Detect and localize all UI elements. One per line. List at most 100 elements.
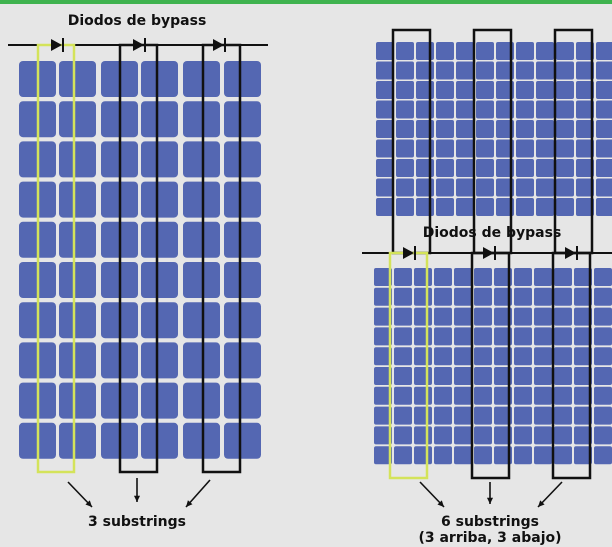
cell (556, 120, 574, 138)
cell (476, 178, 494, 197)
cell (494, 327, 512, 346)
cell (514, 268, 532, 286)
diode (133, 39, 144, 51)
cell (183, 61, 220, 97)
cell (141, 422, 178, 459)
cell (496, 81, 514, 99)
cell (474, 307, 492, 326)
cell (554, 347, 572, 366)
cell (496, 61, 514, 80)
cell (59, 181, 96, 218)
cell (536, 198, 554, 216)
arrow-head (486, 497, 494, 504)
cell (596, 81, 612, 99)
cell (536, 42, 554, 60)
panel-cells (19, 42, 612, 465)
caption-detail: (3 arriba, 3 abajo) (418, 530, 561, 546)
cell (224, 262, 261, 298)
cell (183, 422, 220, 459)
cell (59, 382, 96, 419)
cell (474, 268, 492, 286)
cell (141, 221, 178, 258)
bypass-label: Diodos de bypass (423, 225, 562, 241)
cell (594, 446, 612, 465)
cell (183, 141, 220, 178)
cell (414, 347, 432, 366)
label-bg (90, 12, 215, 32)
cell (494, 268, 512, 286)
cell (514, 347, 532, 366)
cell (574, 268, 592, 286)
cell (394, 367, 412, 385)
diode (403, 247, 414, 259)
cell (416, 61, 434, 80)
cell (554, 406, 572, 425)
cell (476, 61, 494, 80)
cell (394, 307, 412, 326)
cell (416, 178, 434, 197)
cell (576, 120, 594, 138)
cell (59, 101, 96, 138)
cell (396, 61, 414, 80)
cell (516, 159, 534, 177)
cell (436, 61, 454, 80)
cell (434, 406, 452, 425)
cell (141, 141, 178, 178)
cell (576, 178, 594, 197)
cell (556, 100, 574, 119)
cell (534, 426, 552, 445)
cell (434, 347, 452, 366)
cell (516, 139, 534, 158)
cell (596, 61, 612, 80)
cell (436, 100, 454, 119)
cell (594, 268, 612, 286)
cell (536, 139, 554, 158)
cell (434, 307, 452, 326)
cell (454, 268, 472, 286)
cell (576, 159, 594, 177)
cell (183, 382, 220, 419)
cell (59, 61, 96, 97)
cell (596, 178, 612, 197)
cell (574, 367, 592, 385)
cell (456, 139, 474, 158)
cell (556, 42, 574, 60)
cell (514, 426, 532, 445)
cell (554, 287, 572, 306)
cell (434, 367, 452, 385)
cell (576, 61, 594, 80)
cell (554, 268, 572, 286)
cell (376, 42, 394, 60)
cell (416, 42, 434, 60)
cell (476, 120, 494, 138)
cell (376, 81, 394, 99)
cell (183, 342, 220, 379)
cell (496, 178, 514, 197)
cell (394, 268, 412, 286)
cell (224, 181, 261, 218)
cell (396, 178, 414, 197)
cell (574, 446, 592, 465)
cell (141, 342, 178, 379)
cell (456, 159, 474, 177)
cell (496, 100, 514, 119)
cell (554, 446, 572, 465)
cell (496, 198, 514, 216)
cell (536, 100, 554, 119)
cell (556, 139, 574, 158)
cell (594, 307, 612, 326)
cell (514, 406, 532, 425)
cell (434, 268, 452, 286)
cell (554, 386, 572, 405)
diode (483, 247, 494, 259)
cell (476, 42, 494, 60)
cell (594, 327, 612, 346)
cell (394, 406, 412, 425)
cell (183, 302, 220, 339)
cell (476, 81, 494, 99)
cell (414, 386, 432, 405)
cell (59, 302, 96, 339)
cell (454, 386, 472, 405)
cell (394, 327, 412, 346)
